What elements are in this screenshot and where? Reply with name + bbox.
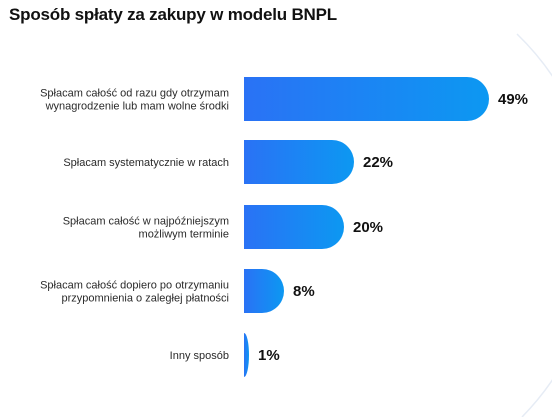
category-label: Spłacam systematycznie w ratach xyxy=(63,157,229,169)
chart-title: Sposób spłaty za zakupy w modelu BNPL xyxy=(9,5,337,24)
bar xyxy=(244,77,489,121)
bar xyxy=(244,333,249,377)
bar-value-label: 1% xyxy=(258,347,280,364)
bar xyxy=(244,205,344,249)
category-label: możliwym terminie xyxy=(139,229,229,241)
category-label: wynagrodzenie lub mam wolne środki xyxy=(45,101,229,113)
category-label: Spłacam całość dopiero po otrzymaniu xyxy=(40,280,229,292)
bar-value-label: 20% xyxy=(353,219,383,236)
category-label: Inny sposób xyxy=(170,350,229,362)
bar-value-label: 22% xyxy=(363,154,393,171)
bar xyxy=(244,269,284,313)
bar-value-label: 8% xyxy=(293,283,315,300)
category-label: przypomnienia o zaległej płatności xyxy=(61,293,229,305)
bar xyxy=(244,140,354,184)
category-label: Spłacam całość w najpóźniejszym xyxy=(63,216,229,228)
bar-value-label: 49% xyxy=(498,91,528,108)
category-label: Spłacam całość od razu gdy otrzymam xyxy=(40,88,229,100)
